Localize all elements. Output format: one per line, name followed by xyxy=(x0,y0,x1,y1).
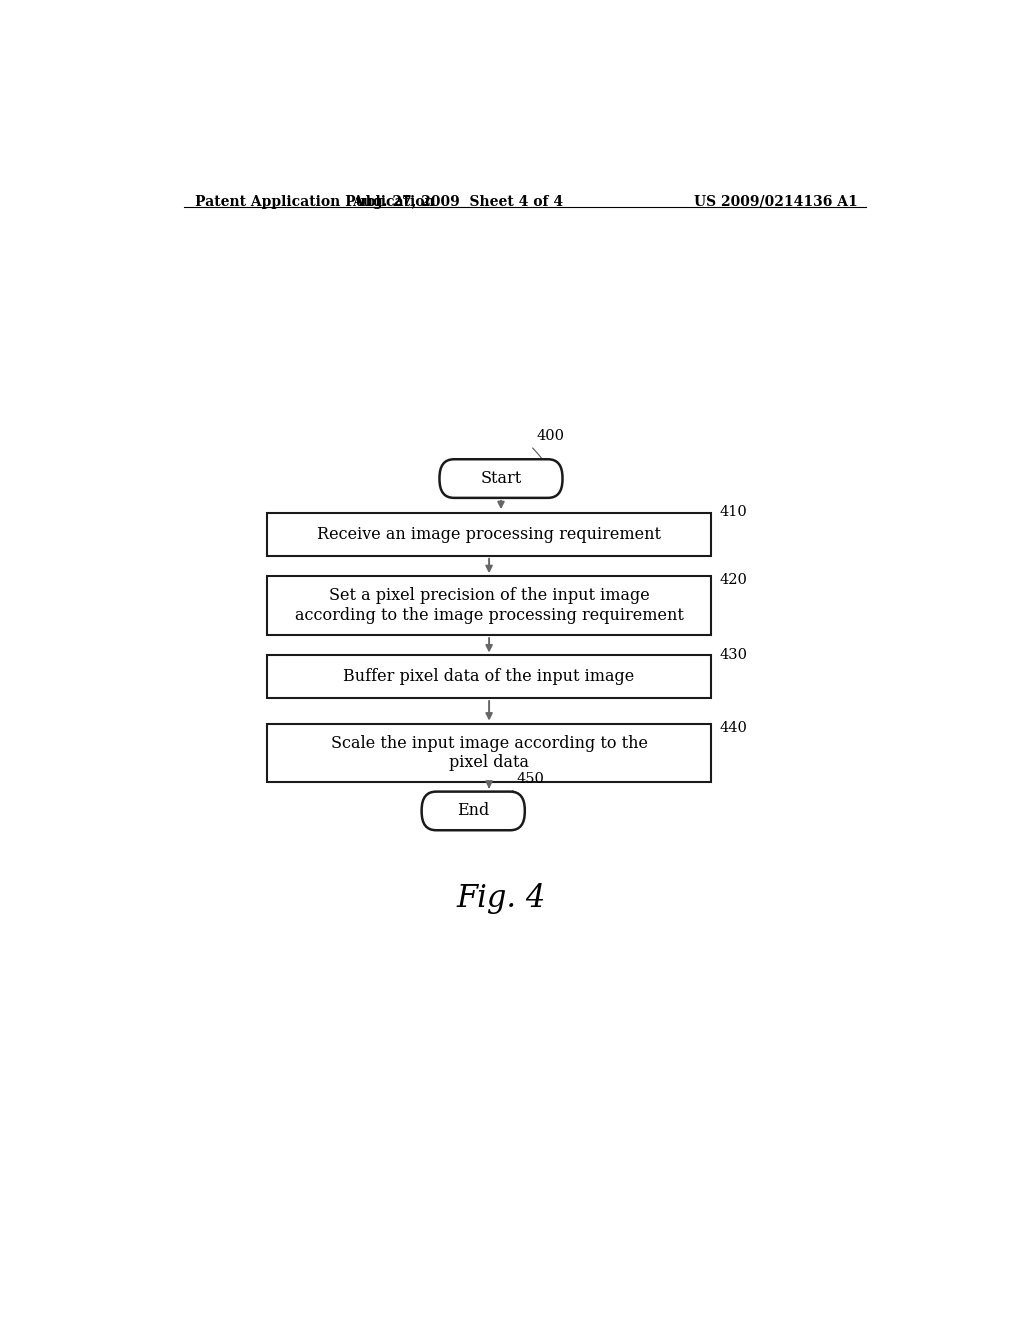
Text: Start: Start xyxy=(480,470,521,487)
Text: 410: 410 xyxy=(719,506,746,519)
Text: Set a pixel precision of the input image
according to the image processing requi: Set a pixel precision of the input image… xyxy=(295,587,684,624)
Text: 400: 400 xyxy=(537,429,564,444)
Text: US 2009/0214136 A1: US 2009/0214136 A1 xyxy=(694,195,858,209)
FancyBboxPatch shape xyxy=(267,723,712,783)
FancyBboxPatch shape xyxy=(439,459,562,498)
Text: End: End xyxy=(457,803,489,820)
Text: Patent Application Publication: Patent Application Publication xyxy=(196,195,435,209)
Text: Aug. 27, 2009  Sheet 4 of 4: Aug. 27, 2009 Sheet 4 of 4 xyxy=(352,195,563,209)
FancyBboxPatch shape xyxy=(422,792,524,830)
FancyBboxPatch shape xyxy=(267,513,712,556)
Text: Fig. 4: Fig. 4 xyxy=(457,883,546,913)
FancyBboxPatch shape xyxy=(267,656,712,698)
Text: 440: 440 xyxy=(719,721,748,735)
Text: 420: 420 xyxy=(719,573,748,587)
Text: Scale the input image according to the
pixel data: Scale the input image according to the p… xyxy=(331,735,647,771)
Text: 430: 430 xyxy=(719,648,748,661)
Text: Buffer pixel data of the input image: Buffer pixel data of the input image xyxy=(343,668,635,685)
Text: 450: 450 xyxy=(517,771,545,785)
FancyBboxPatch shape xyxy=(267,576,712,635)
Text: Receive an image processing requirement: Receive an image processing requirement xyxy=(317,525,662,543)
